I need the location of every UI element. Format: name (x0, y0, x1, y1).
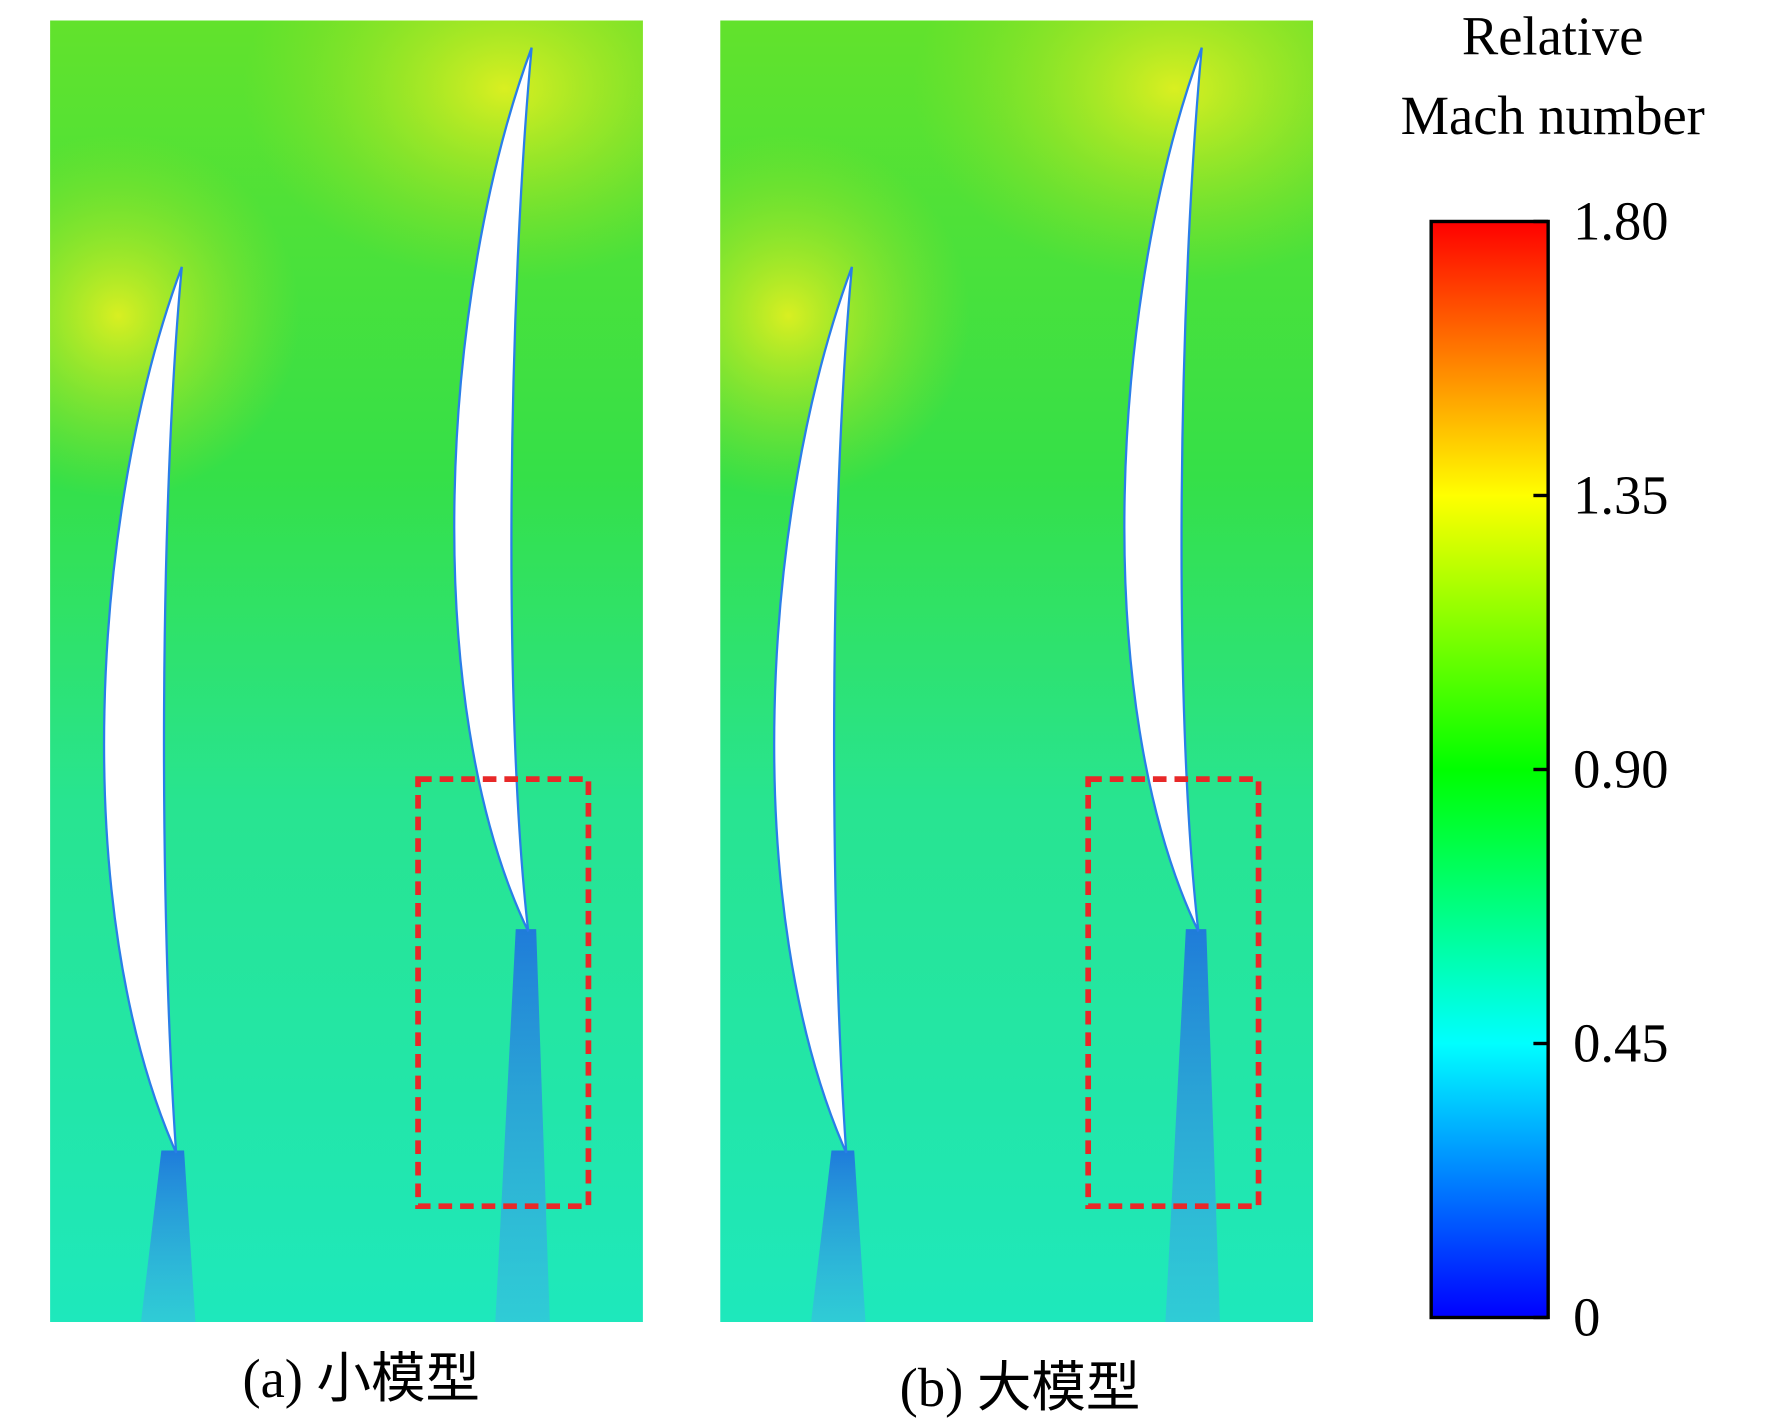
contour-panel (0, 0, 766, 1322)
panel-caption: (b) 大模型 (900, 1357, 1141, 1418)
tick-label: 1.80 (1573, 191, 1668, 252)
colorbar (1429, 219, 1550, 1320)
contour-panel (607, 0, 1436, 1322)
tick-label: 0.45 (1573, 1013, 1668, 1074)
tick-label: 1.35 (1573, 465, 1668, 526)
tick-label: 0 (1573, 1287, 1600, 1348)
colorbar-title: Relative (1462, 6, 1644, 67)
colorbar-ticks: 1.80 1.35 0.90 0.45 0 (1533, 191, 1669, 1348)
colorbar-title: Mach number (1401, 85, 1705, 146)
tick-label: 0.90 (1573, 739, 1668, 800)
panel-caption: (a) 小模型 (242, 1348, 480, 1409)
